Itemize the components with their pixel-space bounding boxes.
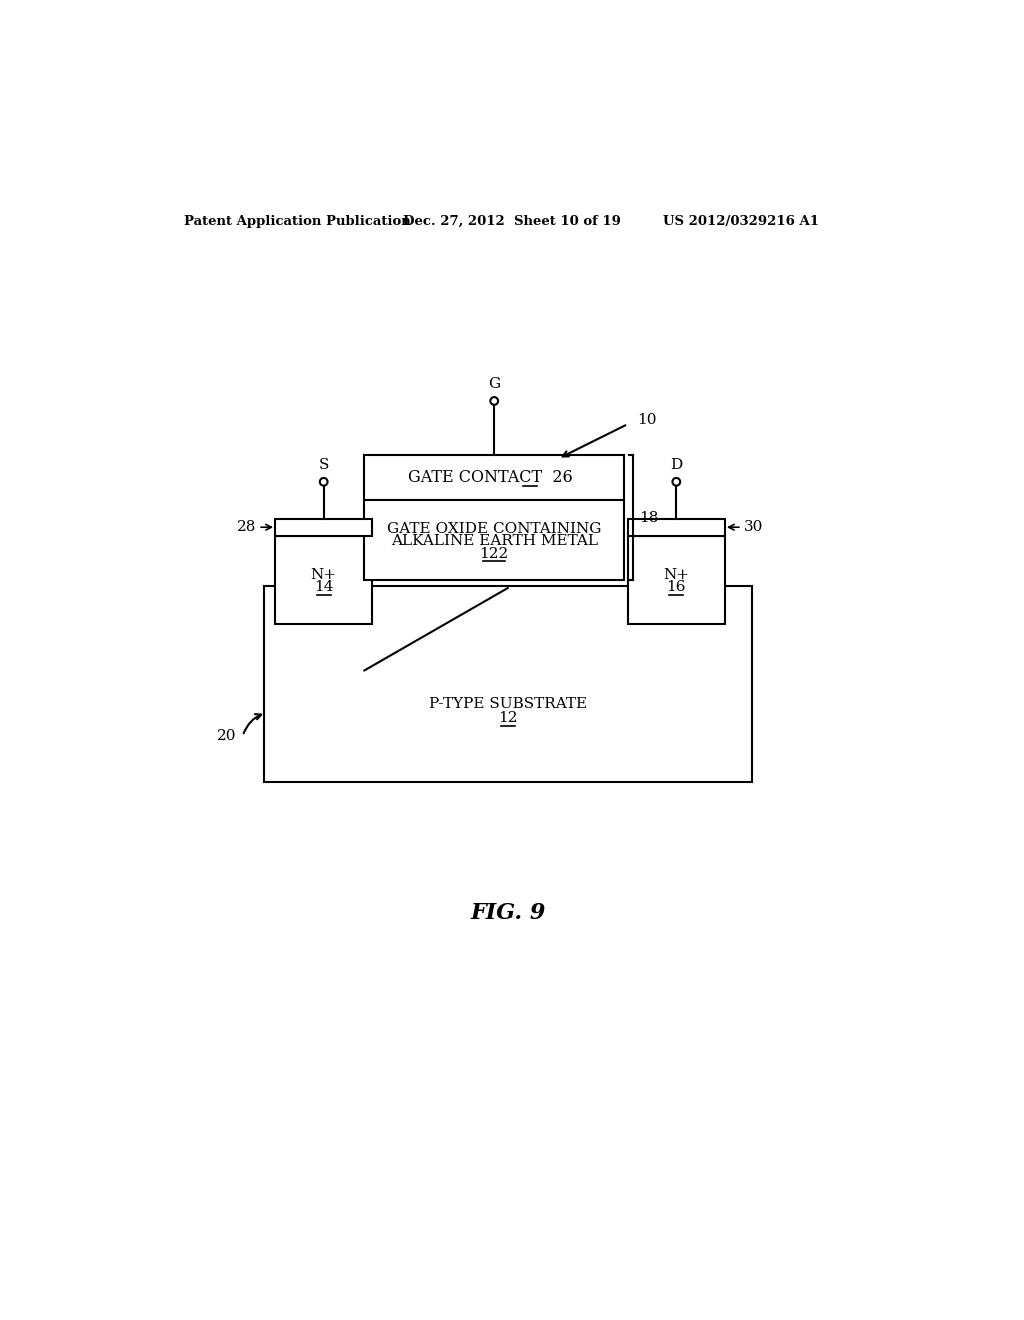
- Bar: [365, 455, 624, 499]
- Bar: [263, 586, 752, 781]
- Text: FIG. 9: FIG. 9: [470, 902, 546, 924]
- Text: 20: 20: [217, 729, 237, 743]
- Text: Patent Application Publication: Patent Application Publication: [183, 215, 411, 228]
- Bar: [628, 536, 725, 624]
- Text: 28: 28: [237, 520, 256, 535]
- Text: Dec. 27, 2012  Sheet 10 of 19: Dec. 27, 2012 Sheet 10 of 19: [403, 215, 621, 228]
- Text: 18: 18: [640, 511, 658, 524]
- Text: G: G: [488, 378, 501, 391]
- Text: N+: N+: [664, 568, 689, 582]
- Text: ALKALINE EARTH METAL: ALKALINE EARTH METAL: [391, 535, 598, 549]
- Text: D: D: [670, 458, 682, 471]
- Bar: [275, 536, 372, 624]
- Text: 16: 16: [667, 579, 686, 594]
- Text: 12: 12: [498, 710, 517, 725]
- Text: GATE OXIDE CONTAINING: GATE OXIDE CONTAINING: [387, 523, 601, 536]
- Text: 122: 122: [479, 546, 509, 561]
- Text: 10: 10: [637, 413, 656, 428]
- Text: GATE CONTACT  26: GATE CONTACT 26: [408, 469, 572, 486]
- Bar: [628, 519, 725, 536]
- Text: S: S: [318, 458, 329, 471]
- Text: N+: N+: [310, 568, 337, 582]
- Bar: [365, 499, 624, 581]
- Text: US 2012/0329216 A1: US 2012/0329216 A1: [663, 215, 819, 228]
- Text: 14: 14: [314, 579, 334, 594]
- Bar: [275, 519, 372, 536]
- Text: P-TYPE SUBSTRATE: P-TYPE SUBSTRATE: [429, 697, 587, 711]
- Text: 30: 30: [744, 520, 764, 535]
